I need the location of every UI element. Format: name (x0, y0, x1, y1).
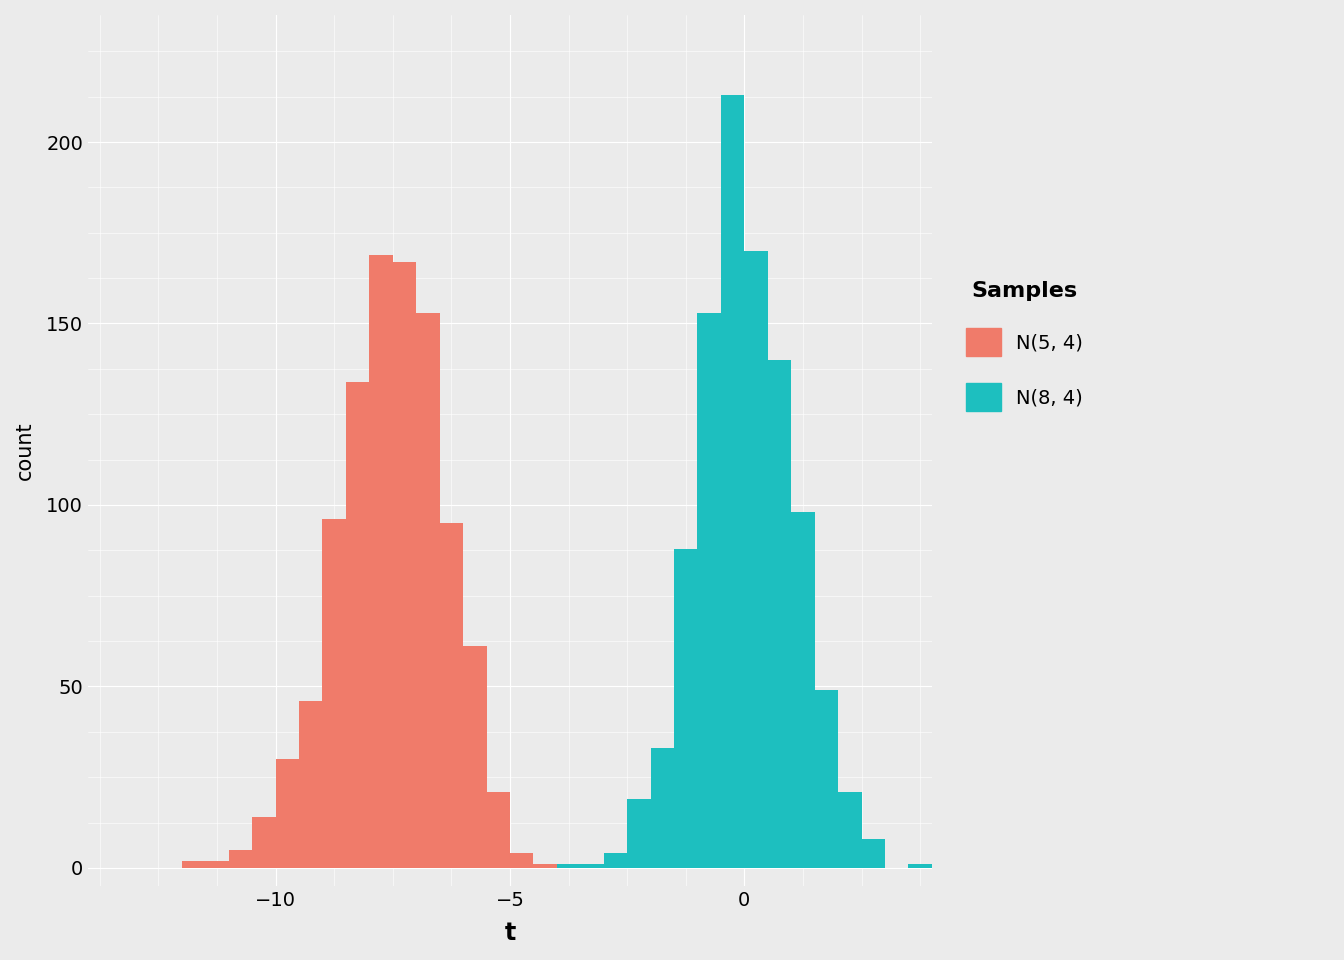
Bar (745, 251, 767, 868)
Bar (253, 817, 276, 868)
Bar (720, 95, 745, 868)
Bar (298, 701, 323, 868)
Bar (509, 853, 534, 868)
Y-axis label: count: count (15, 421, 35, 480)
Bar (839, 792, 862, 868)
Legend: N(5, 4), N(8, 4): N(5, 4), N(8, 4) (950, 266, 1098, 426)
Bar (487, 792, 509, 868)
Bar (675, 548, 698, 868)
Bar (464, 646, 487, 868)
Bar (862, 839, 884, 868)
Bar (767, 360, 792, 868)
Bar (323, 519, 345, 868)
Bar (206, 860, 228, 868)
Bar (534, 864, 556, 868)
Bar (931, 864, 956, 868)
Bar (228, 850, 253, 868)
Bar (370, 254, 392, 868)
Bar (909, 864, 931, 868)
Bar (345, 381, 370, 868)
Bar (814, 690, 839, 868)
X-axis label: t: t (504, 921, 516, 945)
Bar (628, 799, 650, 868)
Bar (650, 748, 675, 868)
Bar (698, 313, 720, 868)
Bar (603, 853, 628, 868)
Bar (392, 262, 417, 868)
Bar (581, 864, 603, 868)
Bar (181, 860, 206, 868)
Bar (556, 864, 581, 868)
Bar (792, 513, 814, 868)
Bar (439, 523, 464, 868)
Bar (417, 313, 439, 868)
Bar (276, 759, 298, 868)
